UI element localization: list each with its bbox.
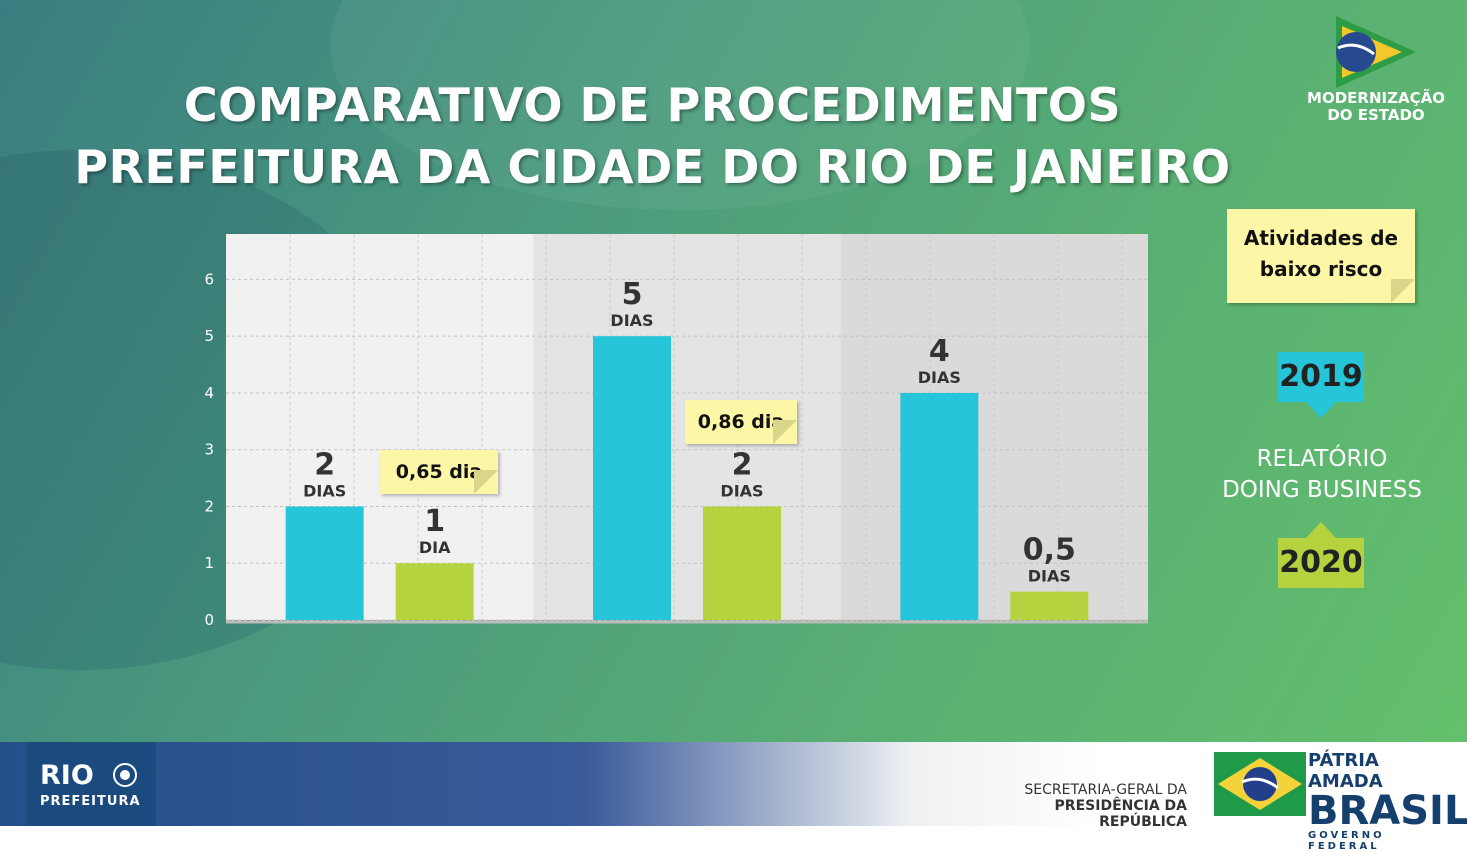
- y-tick-label: 1: [204, 554, 214, 572]
- secretaria-line-1: SECRETARIA-GERAL DA: [1024, 782, 1187, 798]
- bar: [395, 563, 474, 620]
- title-line-1: COMPARATIVO DE PROCEDIMENTOS: [183, 78, 1122, 132]
- legend-2020: 2020: [1278, 522, 1364, 588]
- governo-federal-text: GOVERNO FEDERAL: [1308, 830, 1385, 852]
- note-0-86-dia: 0,86 dia: [685, 400, 797, 444]
- patria-amada-brasil: PÁTRIA AMADA BRASIL GOVERNO FEDERAL: [1308, 750, 1467, 852]
- prefeitura-text: PREFEITURA: [40, 794, 141, 809]
- y-tick-label: 2: [204, 497, 214, 515]
- y-tick-label: 0: [204, 611, 214, 629]
- brasil-flag-icon: [1214, 752, 1306, 816]
- bar: [900, 392, 979, 620]
- note-text: 0,65 dia: [395, 461, 483, 483]
- data-label-unit: DIAS: [1028, 567, 1071, 586]
- data-label-value: 4: [929, 334, 950, 369]
- y-tick-label: 5: [204, 327, 214, 345]
- y-tick-label: 3: [204, 441, 214, 459]
- chart-svg: 01234562DIAS1DIAConsulta Prévia eSolicit…: [204, 234, 1148, 629]
- data-label-value: 0,5: [1023, 533, 1076, 568]
- patria-amada-text: PÁTRIA AMADA: [1308, 750, 1383, 792]
- crest-icon: [113, 763, 137, 787]
- data-label-unit: DIA: [419, 538, 451, 557]
- data-label-unit: DIAS: [720, 481, 763, 500]
- rio-prefeitura-logo: RIO PREFEITURA: [26, 742, 156, 826]
- relatorio-doing-business: RELATÓRIO DOING BUSINESS: [1200, 444, 1444, 506]
- note-0-65-dia: 0,65 dia: [380, 450, 498, 494]
- data-label-unit: DIAS: [610, 311, 653, 330]
- note-baixo-risco: Atividades de baixo risco: [1227, 209, 1415, 303]
- data-label-unit: DIAS: [303, 481, 346, 500]
- rio-text: RIO: [40, 760, 94, 791]
- secretaria-geral: SECRETARIA-GERAL DA PRESIDÊNCIA DA REPÚB…: [975, 782, 1187, 830]
- note-fold: [773, 420, 797, 444]
- y-tick-label: 4: [204, 384, 214, 402]
- modernizacao-text-1: MODERNIZAÇÃO: [1307, 89, 1445, 107]
- note-fold: [474, 470, 498, 494]
- bar-chart: 01234562DIAS1DIAConsulta Prévia eSolicit…: [180, 226, 1160, 646]
- note-fold: [1391, 279, 1415, 303]
- data-label-unit: DIAS: [918, 368, 961, 387]
- relatorio-line-2: DOING BUSINESS: [1222, 477, 1422, 503]
- bar: [593, 336, 671, 620]
- note-text: Atividades de: [1243, 226, 1399, 250]
- brasil-text: BRASIL: [1308, 788, 1467, 834]
- data-label-value: 2: [732, 447, 753, 482]
- title-line-2: PREFEITURA DA CIDADE DO RIO DE JANEIRO: [74, 140, 1231, 194]
- y-tick-label: 6: [204, 270, 214, 288]
- data-label-value: 5: [622, 277, 643, 312]
- relatorio-line-1: RELATÓRIO: [1256, 446, 1388, 472]
- data-label-value: 1: [424, 504, 445, 539]
- bar: [703, 506, 781, 620]
- note-text: 0,86 dia: [697, 411, 785, 433]
- modernizacao-logo-mark: [1336, 16, 1416, 88]
- legend-2019: 2019: [1278, 352, 1364, 418]
- bar: [285, 506, 364, 620]
- data-label-value: 2: [314, 447, 335, 482]
- modernizacao-text-2: DO ESTADO: [1327, 106, 1425, 124]
- note-text: baixo risco: [1259, 257, 1383, 281]
- bar: [1010, 591, 1089, 620]
- secretaria-line-2: PRESIDÊNCIA DA REPÚBLICA: [1054, 798, 1187, 830]
- modernizacao-logo: MODERNIZAÇÃO DO ESTADO: [1296, 14, 1456, 129]
